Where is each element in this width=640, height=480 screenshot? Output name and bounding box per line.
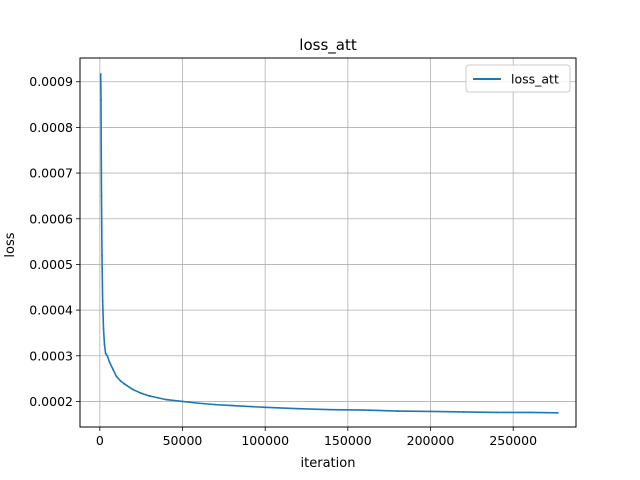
x-tick-label: 0 <box>96 433 104 448</box>
y-tick-label: 0.0007 <box>29 166 73 181</box>
data-point <box>297 407 300 410</box>
y-tick-label: 0.0009 <box>29 74 73 89</box>
x-tick-label: 200000 <box>407 433 455 448</box>
data-point <box>181 400 184 403</box>
data-point <box>396 410 399 412</box>
legend: loss_att <box>465 64 571 93</box>
data-point <box>556 411 559 414</box>
data-point <box>101 254 103 257</box>
data-point <box>528 411 531 414</box>
data-point <box>100 195 103 197</box>
data-point <box>462 411 465 413</box>
data-point <box>103 343 106 346</box>
x-axis-ticks: 0 50000 100000 150000 200000 250000 <box>96 427 537 448</box>
data-point <box>429 410 432 413</box>
y-axis-ticks: 0.0002 0.0003 0.0004 0.0005 0.0006 0.0007 0.00… <box>29 74 80 409</box>
data-point <box>214 403 217 406</box>
x-tick-label: 150000 <box>324 433 372 448</box>
data-point <box>132 388 134 391</box>
legend-label-loss-att: loss_att <box>511 72 559 87</box>
grid-lines <box>80 58 576 427</box>
data-point <box>102 327 105 330</box>
y-axis-label: loss <box>3 232 18 257</box>
y-tick-label: 0.0003 <box>29 348 73 363</box>
data-point <box>198 402 200 405</box>
data-point <box>108 361 111 364</box>
data-point <box>119 379 122 382</box>
y-tick-label: 0.0004 <box>29 303 73 318</box>
x-tick-label: 250000 <box>489 433 537 448</box>
data-point <box>104 352 107 355</box>
data-point <box>156 396 159 399</box>
data-point <box>264 406 267 409</box>
data-point <box>123 383 126 385</box>
data-point <box>100 99 102 101</box>
y-tick-label: 0.0005 <box>29 257 73 272</box>
x-axis-label: iteration <box>301 456 356 471</box>
data-point <box>148 395 151 397</box>
data-point <box>495 411 498 414</box>
data-point <box>140 392 143 395</box>
data-point <box>363 409 366 411</box>
y-tick-label: 0.0008 <box>29 120 73 135</box>
chart-title: loss_att <box>299 36 357 55</box>
data-point <box>112 368 114 371</box>
y-tick-label: 0.0006 <box>29 211 73 226</box>
data-point <box>115 375 118 378</box>
x-tick-label: 100000 <box>241 433 289 448</box>
data-point <box>106 354 109 357</box>
data-point <box>101 300 104 302</box>
x-tick-label: 50000 <box>163 433 203 448</box>
plot-frame <box>79 57 577 428</box>
data-point <box>231 404 234 407</box>
series-layer <box>99 73 559 414</box>
data-point <box>165 398 167 401</box>
data-point <box>330 408 333 411</box>
data-point <box>99 73 102 75</box>
series-line-loss-att <box>99 73 558 414</box>
legend-box <box>465 64 571 93</box>
y-tick-label: 0.0002 <box>29 394 73 409</box>
